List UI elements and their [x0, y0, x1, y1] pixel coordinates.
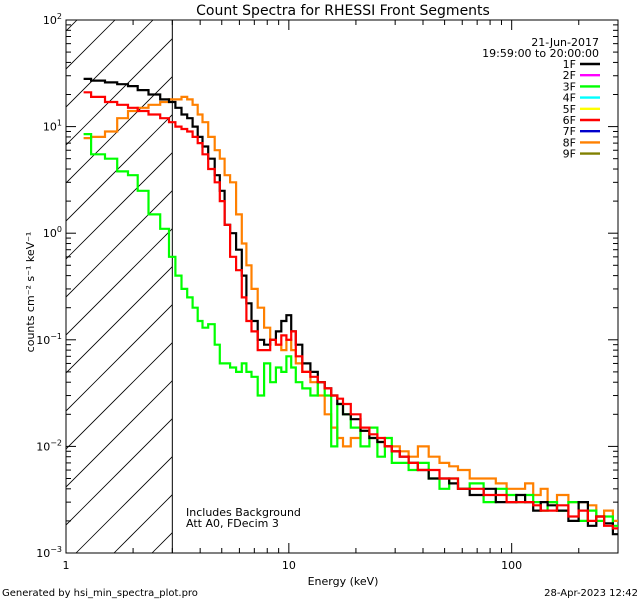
legend-date: 21-Jun-2017: [531, 36, 599, 49]
y-tick-label-5: 102: [43, 12, 62, 27]
legend-label-1F: 1F: [563, 58, 576, 71]
hatch-line-4: [66, 38, 173, 146]
legend-label-7F: 7F: [563, 125, 576, 138]
chart-title: Count Spectra for RHESSI Front Segments: [196, 3, 490, 19]
y-tick-label-4: 101: [43, 119, 62, 134]
x-tick-label-2: 100: [501, 559, 522, 572]
legend-time-range: 19:59:00 to 20:00:00: [482, 47, 599, 60]
y-tick-label-2: 10−1: [36, 332, 62, 347]
series-3F-line: [83, 133, 618, 527]
legend-label-5F: 5F: [563, 103, 576, 116]
legend-label-3F: 3F: [563, 80, 576, 93]
hatch-line-9: [66, 228, 173, 336]
plot-frame: [65, 19, 619, 554]
footer-timestamp: 28-Apr-2023 12:42: [544, 588, 638, 599]
y-tick-label-3: 100: [43, 225, 62, 240]
annotation-attenuator: Att A0, FDecim 3: [186, 517, 279, 530]
legend-label-6F: 6F: [563, 114, 576, 127]
hatch-line-2: [66, 20, 116, 70]
axes: 1 10 100 10−3 10−2 10−1 100 101 102: [36, 12, 619, 572]
series-group: [83, 77, 618, 536]
x-tick-label-1: 10: [282, 559, 296, 572]
hatch-line-13: [66, 380, 173, 488]
legend-label-8F: 8F: [563, 136, 576, 149]
annotation-background: Includes Background: [186, 506, 301, 519]
hatch-line-1: [66, 20, 78, 32]
x-tick-label-0: 1: [63, 559, 70, 572]
legend-label-9F: 9F: [563, 148, 576, 161]
x-axis-label: Energy (keV): [308, 575, 379, 588]
legend-label-2F: 2F: [563, 69, 576, 82]
excluded-energy-hatch: [66, 20, 173, 553]
series-8F-line: [83, 95, 618, 522]
y-tick-label-0: 10−3: [36, 545, 62, 560]
series-6F-line: [83, 91, 618, 530]
hatch-line-14: [66, 418, 173, 526]
hatch-line-10: [66, 266, 173, 374]
hatch-line-6: [66, 114, 173, 222]
footer-generated-by: Generated by hsi_min_spectra_plot.pro: [2, 588, 198, 599]
y-tick-label-1: 10−2: [36, 438, 62, 453]
legend: 21-Jun-2017 19:59:00 to 20:00:00 1F2F3F4…: [482, 36, 600, 161]
hatch-line-8: [66, 190, 173, 298]
hatch-line-11: [66, 304, 173, 412]
series-1F-line: [83, 77, 618, 536]
hatch-line-15: [75, 456, 173, 553]
legend-label-4F: 4F: [563, 92, 576, 105]
y-axis-label: counts cm⁻² s⁻¹ keV⁻¹: [24, 232, 37, 353]
